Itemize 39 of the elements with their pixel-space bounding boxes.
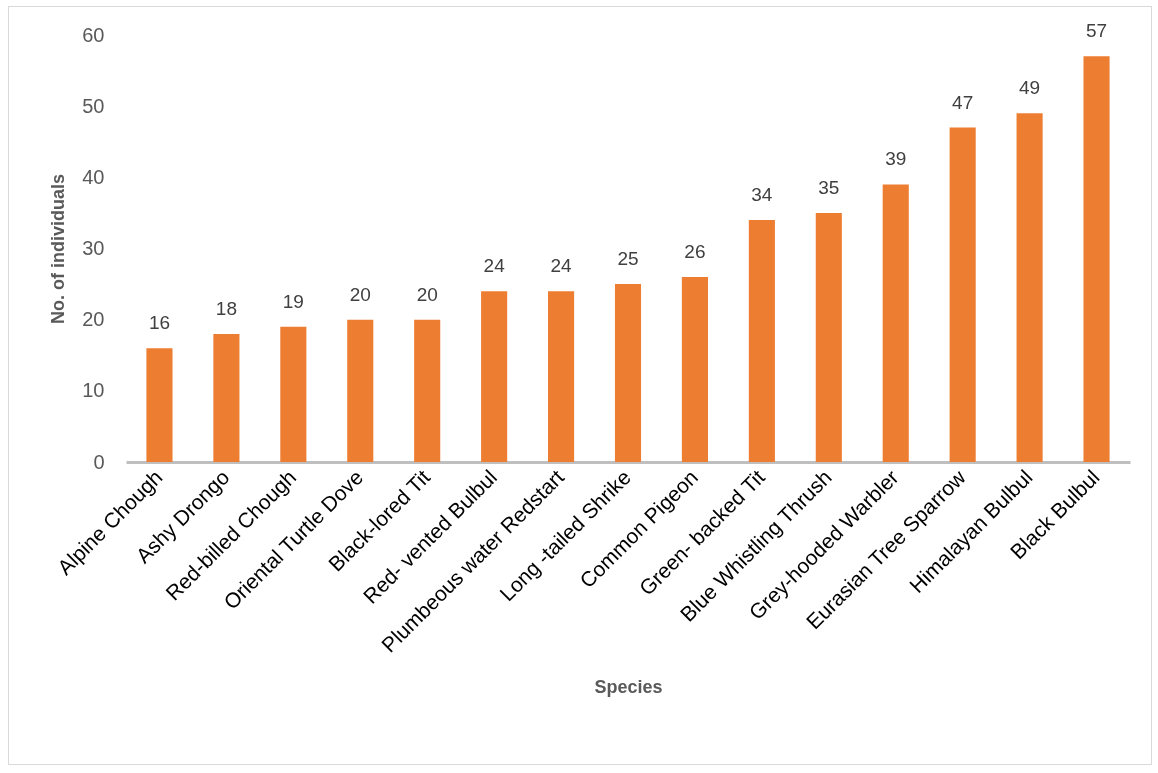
bar [347, 319, 374, 462]
data-label: 19 [282, 290, 304, 312]
y-tick-label: 10 [82, 379, 105, 402]
data-label: 39 [885, 148, 907, 170]
y-tick-label: 0 [93, 450, 105, 473]
bar [681, 276, 708, 462]
bar [815, 212, 842, 462]
y-tick-label: 40 [82, 165, 105, 188]
x-axis-title: Species [594, 676, 663, 697]
data-label: 24 [483, 255, 506, 277]
y-tick-label: 30 [82, 237, 105, 259]
data-label: 16 [148, 312, 171, 334]
y-axis-title: No. of individuals [48, 173, 69, 325]
y-tick-label: 50 [82, 94, 105, 117]
data-label: 20 [349, 283, 371, 305]
bar [548, 291, 575, 462]
bar [1083, 56, 1110, 462]
data-label: 25 [617, 248, 639, 270]
y-tick-label: 60 [82, 23, 105, 46]
data-label: 35 [818, 176, 840, 198]
y-tick-label: 20 [82, 308, 105, 331]
bar [280, 326, 307, 462]
data-label: 18 [215, 297, 237, 319]
bar [1016, 113, 1043, 462]
data-label: 47 [952, 91, 974, 113]
bar [213, 333, 240, 462]
data-label: 24 [550, 255, 573, 277]
bar [481, 291, 508, 462]
bar [414, 319, 441, 462]
bar [146, 348, 173, 462]
bar [748, 220, 775, 462]
data-label: 49 [1019, 77, 1041, 99]
data-label: 20 [416, 283, 438, 305]
data-label: 26 [684, 240, 706, 262]
data-label: 57 [1085, 20, 1108, 42]
bar [949, 127, 976, 462]
bar [882, 184, 909, 462]
bar [614, 284, 642, 462]
data-label: 34 [751, 184, 773, 206]
